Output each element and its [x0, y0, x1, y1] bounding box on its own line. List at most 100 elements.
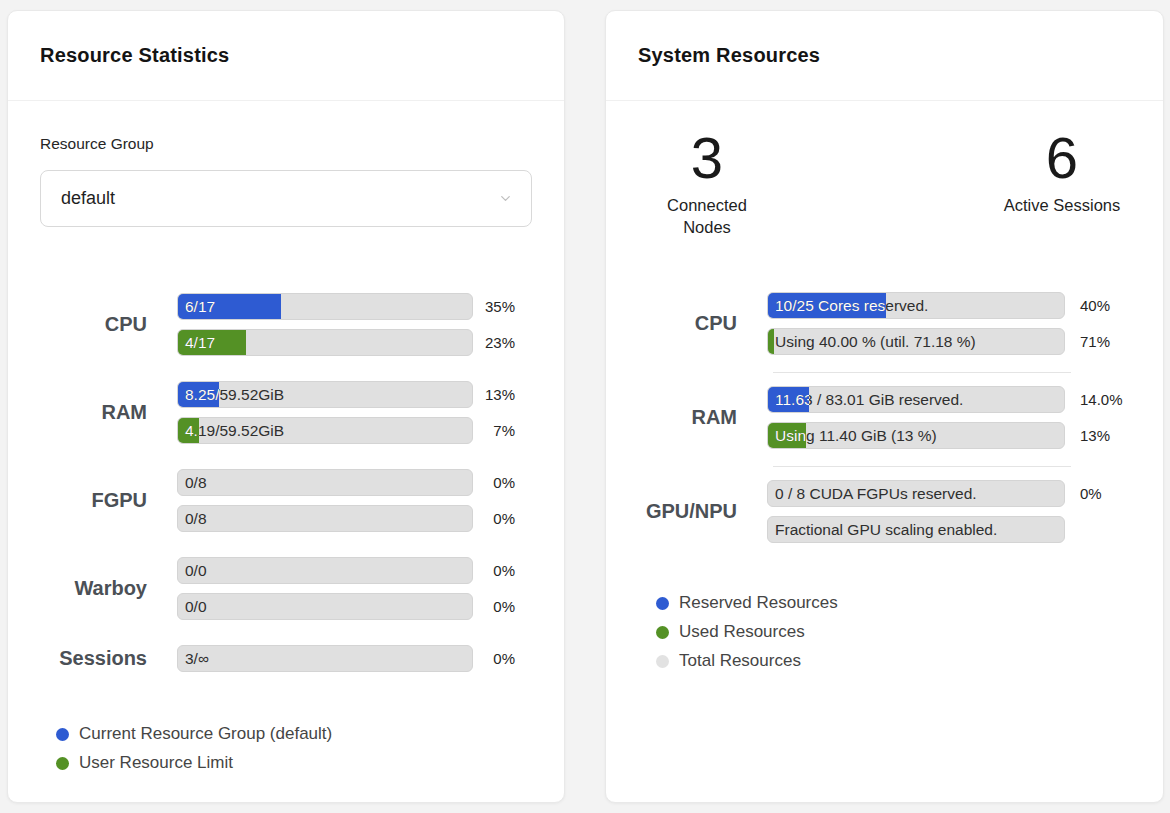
percent-label: 0%	[473, 510, 515, 527]
bar-row: 4.19/59.52GiB 4.19/59.52GiB 7%	[177, 417, 532, 444]
resource-statistics-chart: CPU 6/17 6/17 35%	[40, 293, 532, 672]
resource-statistics-card: Resource Statistics Resource Group defau…	[7, 10, 565, 803]
bar-label: Using 40.00 % (util. 71.18 %)	[775, 333, 976, 351]
warboy-group-usage-bar: 0/0 0/0	[177, 557, 473, 584]
percent-label: 0%	[473, 598, 515, 615]
ram-row: RAM 8.25/59.52GiB 8.25/59.52GiB 13%	[40, 381, 532, 444]
bar-label: 3/∞	[185, 650, 209, 668]
bar-label: 0 / 8 CUDA FGPUs reserved.	[775, 485, 977, 503]
cpu-row: CPU 6/17 6/17 35%	[40, 293, 532, 356]
cpu-row: CPU 10/25 Cores reserved. 10/25 Cores re…	[641, 292, 1128, 355]
fgpu-group-usage-bar: 0/8 0/8	[177, 469, 473, 496]
legend-item: Reserved Resources	[656, 593, 1128, 613]
bar-row: 10/25 Cores reserved. 10/25 Cores reserv…	[767, 292, 1128, 319]
legend: Reserved Resources Used Resources Total …	[656, 593, 1128, 671]
card-header: System Resources	[606, 11, 1163, 101]
cpu-row-label: CPU	[641, 312, 737, 335]
legend: Current Resource Group (default) User Re…	[56, 724, 532, 773]
gpu-npu-row: GPU/NPU 0 / 8 CUDA FGPUs reserved. 0%	[641, 480, 1128, 543]
percent-label: 71%	[1080, 333, 1128, 350]
bar-row: 11.63 / 83.01 GiB reserved. 11.63 / 83.0…	[767, 386, 1128, 413]
percent-label: 13%	[1080, 427, 1128, 444]
bar-label: Fractional GPU scaling enabled.	[775, 521, 997, 539]
resource-group-select[interactable]: default	[40, 170, 532, 227]
cpu-reserved-bar: 10/25 Cores reserved. 10/25 Cores reserv…	[767, 292, 1065, 319]
fgpu-row-label: FGPU	[40, 489, 147, 512]
ram-row-label: RAM	[641, 406, 737, 429]
resource-group-label: Resource Group	[40, 135, 532, 153]
bar-label: 0/8	[185, 510, 207, 528]
ram-row-label: RAM	[40, 401, 147, 424]
section-divider	[773, 372, 1071, 373]
fgpu-user-limit-bar: 0/8 0/8	[177, 505, 473, 532]
ram-used-bar: Using 11.40 GiB (13 %) Using 11.40 GiB (…	[767, 422, 1065, 449]
connected-nodes-label: Connected Nodes	[641, 194, 773, 240]
percent-label: 35%	[473, 298, 515, 315]
bar-row: 0/8 0/8 0%	[177, 469, 532, 496]
percent-label: 0%	[473, 650, 515, 667]
fgpu-row: FGPU 0/8 0/8 0%	[40, 469, 532, 532]
stats-row: 3 Connected Nodes 6 Active Sessions	[641, 125, 1128, 239]
bar-label: 0/8	[185, 474, 207, 492]
ram-group-usage-bar: 8.25/59.52GiB 8.25/59.52GiB	[177, 381, 473, 408]
dashboard-page: Resource Statistics Resource Group defau…	[0, 0, 1170, 813]
gpu-scaling-bar: Fractional GPU scaling enabled.	[767, 516, 1065, 543]
card-title: System Resources	[638, 44, 820, 67]
resource-group-selected-value: default	[61, 188, 115, 209]
bar-row: 3/∞ 3/∞ 0%	[177, 645, 532, 672]
bar-row: 0 / 8 CUDA FGPUs reserved. 0%	[767, 480, 1128, 507]
blue-dot-icon	[656, 597, 669, 610]
bar-row: 6/17 6/17 35%	[177, 293, 532, 320]
warboy-user-limit-bar: 0/0 0/0	[177, 593, 473, 620]
gpu-npu-row-label: GPU/NPU	[641, 500, 737, 523]
ram-user-limit-bar: 4.19/59.52GiB 4.19/59.52GiB	[177, 417, 473, 444]
percent-label: 0%	[473, 562, 515, 579]
ram-reserved-bar: 11.63 / 83.01 GiB reserved. 11.63 / 83.0…	[767, 386, 1065, 413]
gpu-reserved-bar: 0 / 8 CUDA FGPUs reserved.	[767, 480, 1065, 507]
bar-row: Using 40.00 % (util. 71.18 %) Using 40.0…	[767, 328, 1128, 355]
bar-label: 4.19/59.52GiB	[185, 422, 284, 440]
active-sessions-label: Active Sessions	[996, 194, 1128, 217]
percent-label: 23%	[473, 334, 515, 351]
warboy-row: Warboy 0/0 0/0 0%	[40, 557, 532, 620]
percent-label: 0%	[473, 474, 515, 491]
bar-label: 0/0	[185, 562, 207, 580]
chevron-down-icon	[498, 191, 513, 206]
bar-row: 0/8 0/8 0%	[177, 505, 532, 532]
card-title: Resource Statistics	[40, 44, 229, 67]
bar-row: 0/0 0/0 0%	[177, 557, 532, 584]
bar-row: Fractional GPU scaling enabled.	[767, 516, 1128, 543]
section-divider	[773, 466, 1071, 467]
percent-label: 14.0%	[1080, 391, 1128, 408]
sessions-usage-bar: 3/∞ 3/∞	[177, 645, 473, 672]
bar-row: 8.25/59.52GiB 8.25/59.52GiB 13%	[177, 381, 532, 408]
cpu-used-bar: Using 40.00 % (util. 71.18 %) Using 40.0…	[767, 328, 1065, 355]
percent-label: 7%	[473, 422, 515, 439]
cpu-row-label: CPU	[40, 313, 147, 336]
legend-item: Used Resources	[656, 622, 1128, 642]
bar-row: Using 11.40 GiB (13 %) Using 11.40 GiB (…	[767, 422, 1128, 449]
connected-nodes-value: 3	[641, 125, 773, 192]
active-sessions-stat: 6 Active Sessions	[996, 125, 1128, 239]
percent-label: 13%	[473, 386, 515, 403]
green-dot-icon	[656, 626, 669, 639]
card-body: 3 Connected Nodes 6 Active Sessions CPU	[606, 125, 1163, 671]
connected-nodes-stat: 3 Connected Nodes	[641, 125, 773, 239]
warboy-row-label: Warboy	[40, 577, 147, 600]
bar-row: 4/17 4/17 23%	[177, 329, 532, 356]
bar-label: 0/0	[185, 598, 207, 616]
cpu-group-usage-bar: 6/17 6/17	[177, 293, 473, 320]
legend-item: User Resource Limit	[56, 753, 532, 773]
system-resources-chart: CPU 10/25 Cores reserved. 10/25 Cores re…	[641, 292, 1128, 543]
cpu-user-limit-bar: 4/17 4/17	[177, 329, 473, 356]
blue-dot-icon	[56, 728, 69, 741]
active-sessions-value: 6	[996, 125, 1128, 192]
gray-dot-icon	[656, 655, 669, 668]
sessions-row-label: Sessions	[40, 647, 147, 670]
card-body: Resource Group default CPU 6/17	[8, 135, 564, 773]
legend-item: Current Resource Group (default)	[56, 724, 532, 744]
system-resources-card: System Resources 3 Connected Nodes 6 Act…	[605, 10, 1164, 803]
percent-label: 40%	[1080, 297, 1128, 314]
sessions-row: Sessions 3/∞ 3/∞ 0%	[40, 645, 532, 672]
percent-label: 0%	[1080, 485, 1128, 502]
